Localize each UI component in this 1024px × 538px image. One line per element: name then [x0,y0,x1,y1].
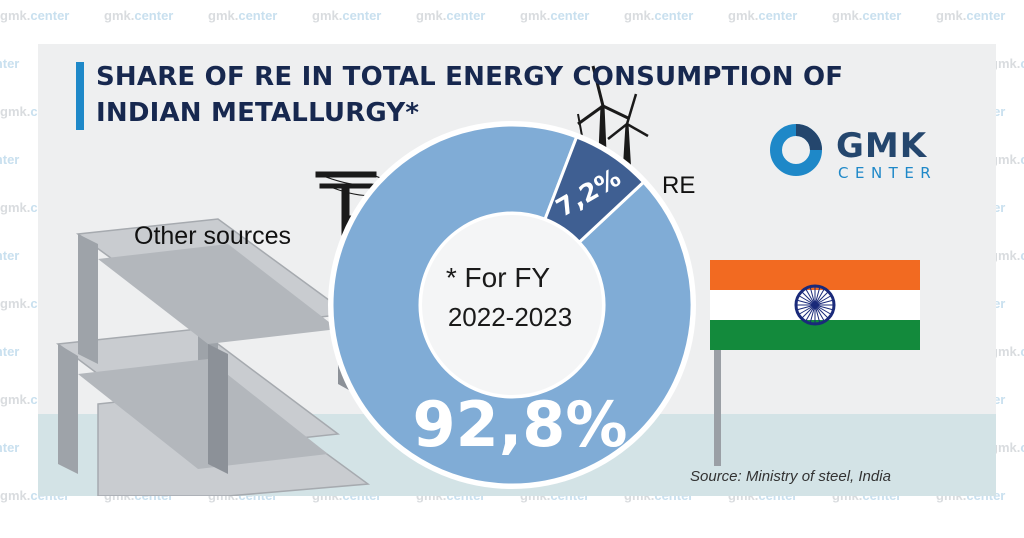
watermark-text: gmk.center [0,56,19,71]
slice-re [543,135,646,245]
logo-subtitle: CENTER [838,164,938,182]
donut-logo-icon [770,124,822,176]
logo-name: GMK [836,126,928,166]
watermark-text: gmk.center [312,8,381,23]
watermark-text: gmk.center [990,56,1024,71]
watermark-text: gmk.center [104,8,173,23]
watermark-text: gmk.center [0,440,19,455]
watermark-text: gmk.center [832,8,901,23]
india-flag-icon [710,260,920,466]
data-label-other-sources: 92,8% [412,388,627,461]
steel-beam-icon [56,218,371,496]
watermark-text: gmk.center [520,8,589,23]
watermark-text: gmk.center [990,440,1024,455]
legend-re: RE [662,172,696,199]
footnote-fy: * For FY [445,262,551,293]
watermark-text: gmk.center [0,248,19,263]
watermark-text: gmk.center [0,152,19,167]
watermark-text: gmk.center [0,8,69,23]
title-accent-bar [76,62,84,130]
watermark-text: gmk.center [728,8,797,23]
source-note: Source: Ministry of steel, India [690,468,891,485]
slice-other-sources [330,123,694,487]
watermark-text: gmk.center [0,344,19,359]
donut-hole [422,215,602,395]
footnote-period: 2022-2023 [447,302,573,332]
watermark-text: gmk.center [990,344,1024,359]
page-title-line-1: SHARE OF RE IN TOTAL ENERGY CONSUMPTION … [96,62,844,92]
watermark-text: gmk.center [990,248,1024,263]
page-title-line-2: INDIAN METALLURGY* [96,98,420,128]
legend-other-sources: Other sources [134,222,292,250]
watermark-text: gmk.center [936,8,1005,23]
watermark-text: gmk.center [990,152,1024,167]
watermark-text: gmk.center [208,8,277,23]
watermark-text: gmk.center [624,8,693,23]
watermark-text: gmk.center [416,8,485,23]
